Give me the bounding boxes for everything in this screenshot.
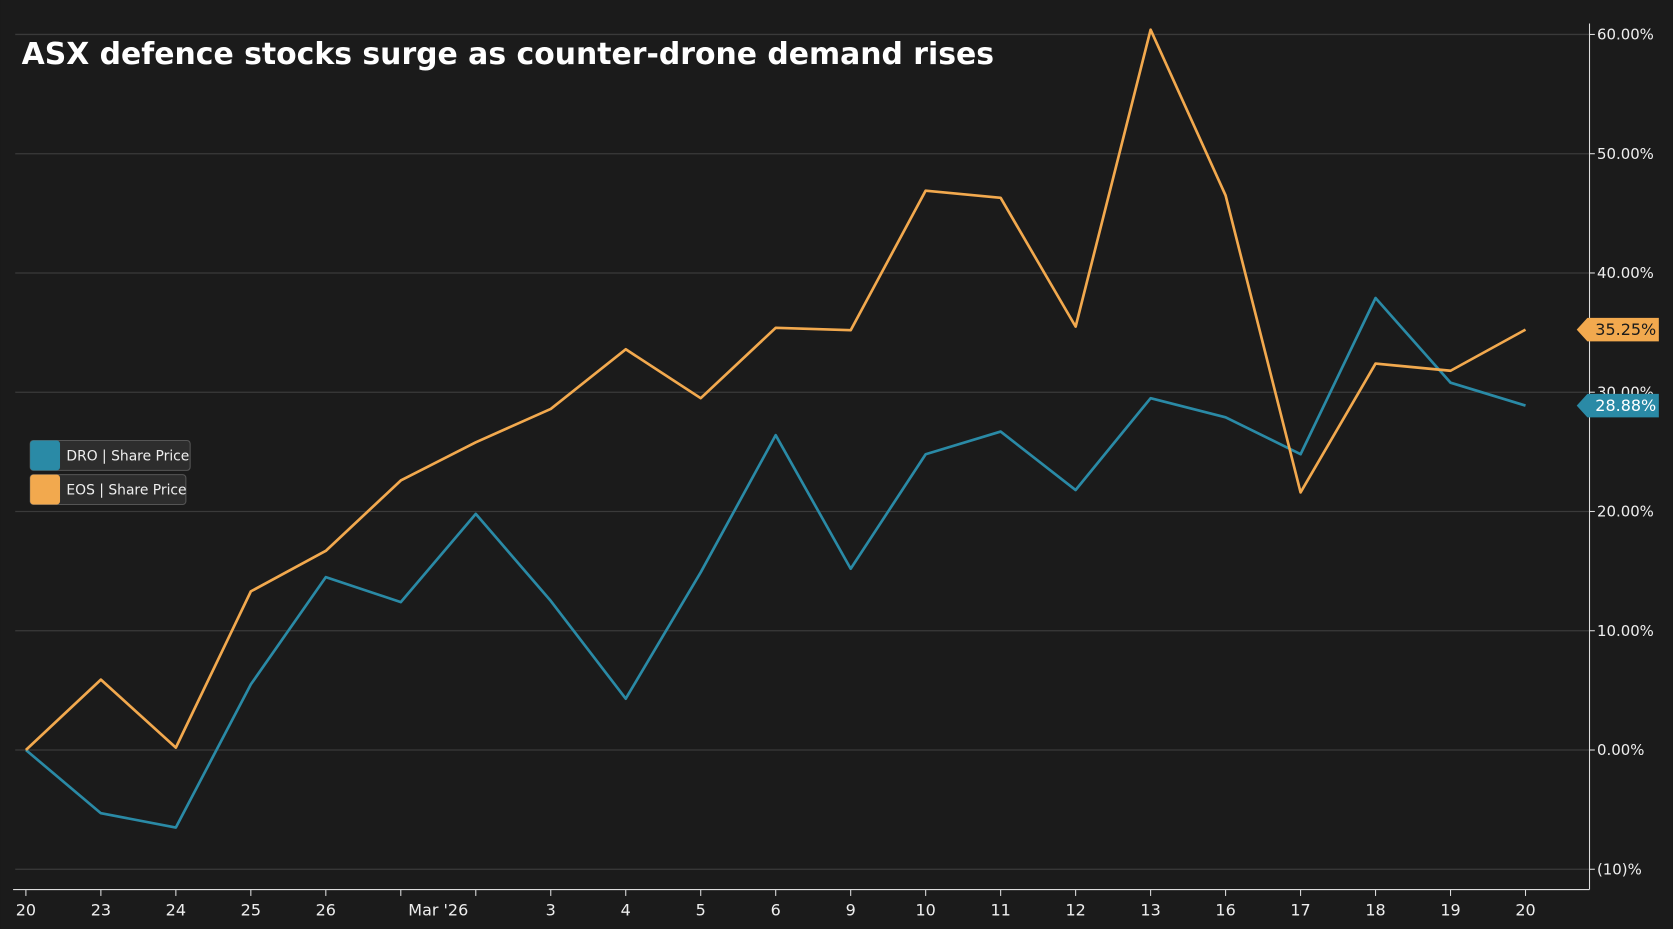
lines	[24, 28, 1527, 829]
x-tick-label: 24	[166, 900, 186, 919]
x-tick-label: 4	[621, 900, 631, 919]
x-tick-label: 10	[915, 900, 935, 919]
legend-label[interactable]: EOS | Share Price	[66, 483, 186, 499]
end-label: 35.25%	[1595, 320, 1656, 339]
grid	[15, 33, 1595, 896]
series-line	[25, 296, 1526, 829]
end-label: 28.88%	[1595, 396, 1656, 415]
x-tick-label: 12	[1065, 900, 1085, 919]
y-tick-label: 10.00%	[1597, 622, 1654, 640]
x-tick-label: 16	[1215, 900, 1235, 919]
x-tick-label: 13	[1140, 900, 1160, 919]
x-tick-label: 6	[771, 900, 781, 919]
legend-label[interactable]: DRO | Share Price	[66, 449, 189, 465]
chart-title: ASX defence stocks surge as counter-dron…	[22, 37, 994, 72]
x-tick-label: 23	[91, 900, 111, 919]
y-tick-label: (10)%	[1597, 860, 1642, 878]
labels: (10)%0.00%10.00%20.00%30.00%40.00%50.00%…	[16, 26, 1659, 919]
y-tick-label: 0.00%	[1597, 741, 1644, 759]
x-tick-label: 20	[1515, 900, 1535, 919]
end-label-tag	[1576, 393, 1659, 418]
y-tick-label: 60.00%	[1597, 26, 1654, 44]
x-tick-label: 20	[16, 900, 36, 919]
y-tick-label: 20.00%	[1597, 503, 1654, 521]
x-tick-label: 11	[990, 900, 1010, 919]
y-tick-label: 50.00%	[1597, 145, 1654, 163]
x-tick-label: 25	[241, 900, 261, 919]
x-tick-label: 9	[846, 900, 856, 919]
legend-swatch[interactable]	[30, 474, 61, 505]
x-tick-label: 5	[696, 900, 706, 919]
x-tick-label: 18	[1365, 900, 1385, 919]
legend-swatch[interactable]	[30, 440, 61, 471]
series-line	[24, 28, 1527, 751]
y-tick-label: 40.00%	[1597, 264, 1654, 282]
x-tick-label: 3	[546, 900, 556, 919]
x-tick-label: 17	[1290, 900, 1310, 919]
x-tick-label: 19	[1440, 900, 1460, 919]
x-tick-label: 26	[316, 900, 336, 919]
end-label-tag	[1576, 317, 1659, 342]
month-label: Mar '26	[408, 900, 468, 919]
